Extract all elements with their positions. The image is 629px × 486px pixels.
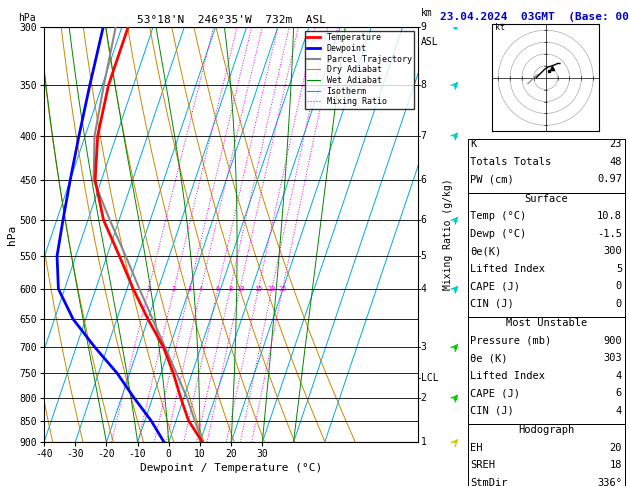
Text: 0.97: 0.97: [597, 174, 622, 185]
Legend: Temperature, Dewpoint, Parcel Trajectory, Dry Adiabat, Wet Adiabat, Isotherm, Mi: Temperature, Dewpoint, Parcel Trajectory…: [305, 31, 414, 109]
Text: 4: 4: [616, 406, 622, 416]
Text: Temp (°C): Temp (°C): [470, 211, 526, 222]
Text: θe (K): θe (K): [470, 353, 508, 364]
Text: 23.04.2024  03GMT  (Base: 00): 23.04.2024 03GMT (Base: 00): [440, 12, 629, 22]
Text: 25: 25: [278, 286, 287, 292]
Text: 20: 20: [267, 286, 276, 292]
Text: 300: 300: [603, 246, 622, 257]
Text: 9: 9: [421, 22, 426, 32]
Text: 900: 900: [603, 336, 622, 346]
Text: 3: 3: [421, 342, 426, 352]
Text: 6: 6: [421, 215, 426, 225]
Text: 2: 2: [421, 393, 426, 403]
Text: PW (cm): PW (cm): [470, 174, 515, 185]
Text: K: K: [470, 139, 477, 150]
Text: StmDir: StmDir: [470, 478, 508, 486]
Text: Most Unstable: Most Unstable: [506, 318, 587, 329]
Text: 4: 4: [421, 284, 426, 294]
Text: 10: 10: [236, 286, 244, 292]
Text: 8: 8: [228, 286, 232, 292]
Text: 0: 0: [616, 299, 622, 309]
Text: CIN (J): CIN (J): [470, 406, 515, 416]
Text: 1: 1: [147, 286, 151, 292]
Text: km: km: [421, 8, 433, 18]
Text: EH: EH: [470, 443, 483, 453]
Text: Lifted Index: Lifted Index: [470, 371, 545, 381]
Text: 0: 0: [616, 281, 622, 292]
Text: θe(K): θe(K): [470, 246, 502, 257]
Text: CIN (J): CIN (J): [470, 299, 515, 309]
Text: 20: 20: [610, 443, 622, 453]
Text: -1.5: -1.5: [597, 229, 622, 239]
Text: 5: 5: [421, 251, 426, 261]
Text: hPa: hPa: [18, 13, 35, 22]
Text: kt: kt: [494, 23, 504, 32]
Text: 18: 18: [610, 460, 622, 470]
Text: 1: 1: [421, 437, 426, 447]
Text: 23: 23: [610, 139, 622, 150]
Text: SREH: SREH: [470, 460, 496, 470]
Text: Surface: Surface: [525, 194, 568, 204]
Text: Totals Totals: Totals Totals: [470, 157, 552, 167]
Text: 4: 4: [616, 371, 622, 381]
Text: Pressure (mb): Pressure (mb): [470, 336, 552, 346]
Text: 4: 4: [199, 286, 203, 292]
Text: 6: 6: [421, 175, 426, 185]
Text: 6: 6: [616, 388, 622, 399]
Text: CAPE (J): CAPE (J): [470, 281, 520, 292]
Text: 5: 5: [616, 264, 622, 274]
Text: 303: 303: [603, 353, 622, 364]
Text: Dewp (°C): Dewp (°C): [470, 229, 526, 239]
Text: LCL: LCL: [421, 373, 438, 383]
Text: 3: 3: [187, 286, 192, 292]
Text: Hodograph: Hodograph: [518, 425, 574, 435]
Text: Lifted Index: Lifted Index: [470, 264, 545, 274]
Text: 15: 15: [254, 286, 263, 292]
X-axis label: Dewpoint / Temperature (°C): Dewpoint / Temperature (°C): [140, 463, 322, 473]
Text: 336°: 336°: [597, 478, 622, 486]
Text: 2: 2: [172, 286, 176, 292]
Text: 48: 48: [610, 157, 622, 167]
Text: 8: 8: [421, 80, 426, 90]
Title: 53°18'N  246°35'W  732m  ASL: 53°18'N 246°35'W 732m ASL: [136, 15, 326, 25]
Text: 10.8: 10.8: [597, 211, 622, 222]
Text: 6: 6: [216, 286, 220, 292]
Text: Mixing Ratio (g/kg): Mixing Ratio (g/kg): [443, 179, 453, 290]
Text: CAPE (J): CAPE (J): [470, 388, 520, 399]
Text: 7: 7: [421, 131, 426, 140]
Text: ASL: ASL: [421, 37, 438, 47]
Y-axis label: hPa: hPa: [7, 225, 17, 244]
